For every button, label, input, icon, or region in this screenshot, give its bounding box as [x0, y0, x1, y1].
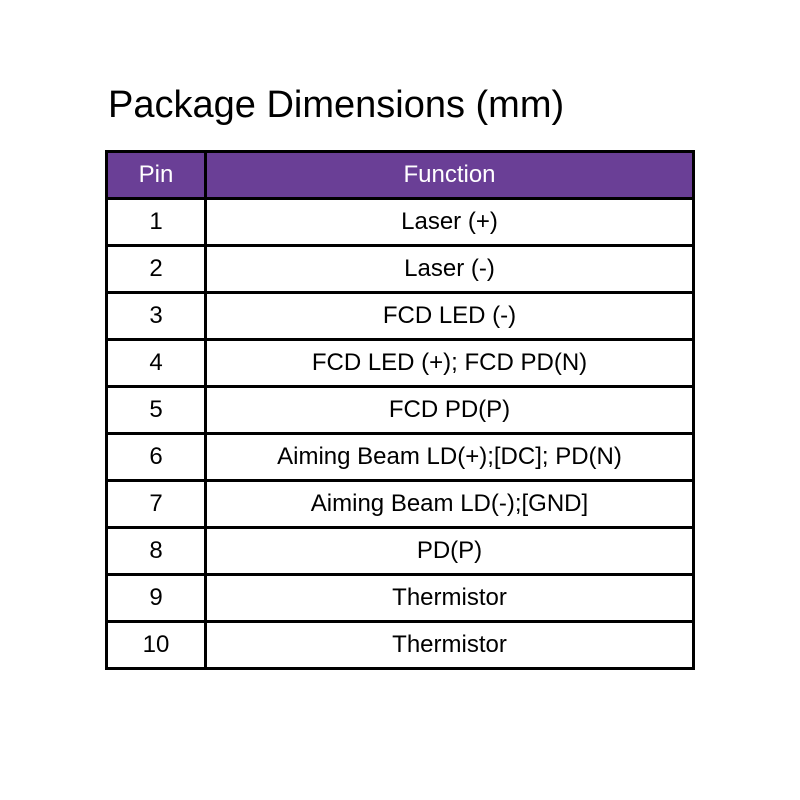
- pin-cell: 6: [105, 432, 207, 482]
- pin-cell: 5: [105, 385, 207, 435]
- pin-cell: 1: [105, 197, 207, 247]
- table-row: 7 Aiming Beam LD(-);[GND]: [105, 479, 695, 529]
- table-row: 6 Aiming Beam LD(+);[DC]; PD(N): [105, 432, 695, 482]
- header-function: Function: [204, 150, 695, 200]
- pin-cell: 3: [105, 291, 207, 341]
- function-cell: Thermistor: [204, 573, 695, 623]
- table-row: 4 FCD LED (+); FCD PD(N): [105, 338, 695, 388]
- pin-cell: 10: [105, 620, 207, 670]
- table-header-row: Pin Function: [105, 150, 695, 200]
- table-row: 8 PD(P): [105, 526, 695, 576]
- table-row: 3 FCD LED (-): [105, 291, 695, 341]
- function-cell: Thermistor: [204, 620, 695, 670]
- pin-cell: 8: [105, 526, 207, 576]
- function-cell: Laser (+): [204, 197, 695, 247]
- function-cell: FCD PD(P): [204, 385, 695, 435]
- table-row: 2 Laser (-): [105, 244, 695, 294]
- function-cell: FCD LED (-): [204, 291, 695, 341]
- table-row: 1 Laser (+): [105, 197, 695, 247]
- pin-cell: 2: [105, 244, 207, 294]
- function-cell: Aiming Beam LD(+);[DC]; PD(N): [204, 432, 695, 482]
- table-row: 5 FCD PD(P): [105, 385, 695, 435]
- pin-table: Pin Function 1 Laser (+) 2 Laser (-) 3 FCD LE…: [105, 150, 695, 670]
- function-cell: Laser (-): [204, 244, 695, 294]
- header-pin: Pin: [105, 150, 207, 200]
- pin-cell: 9: [105, 573, 207, 623]
- table-row: 9 Thermistor: [105, 573, 695, 623]
- pin-cell: 7: [105, 479, 207, 529]
- pin-cell: 4: [105, 338, 207, 388]
- page-title: Package Dimensions (mm): [108, 84, 565, 126]
- table-row: 10 Thermistor: [105, 620, 695, 670]
- function-cell: PD(P): [204, 526, 695, 576]
- function-cell: FCD LED (+); FCD PD(N): [204, 338, 695, 388]
- function-cell: Aiming Beam LD(-);[GND]: [204, 479, 695, 529]
